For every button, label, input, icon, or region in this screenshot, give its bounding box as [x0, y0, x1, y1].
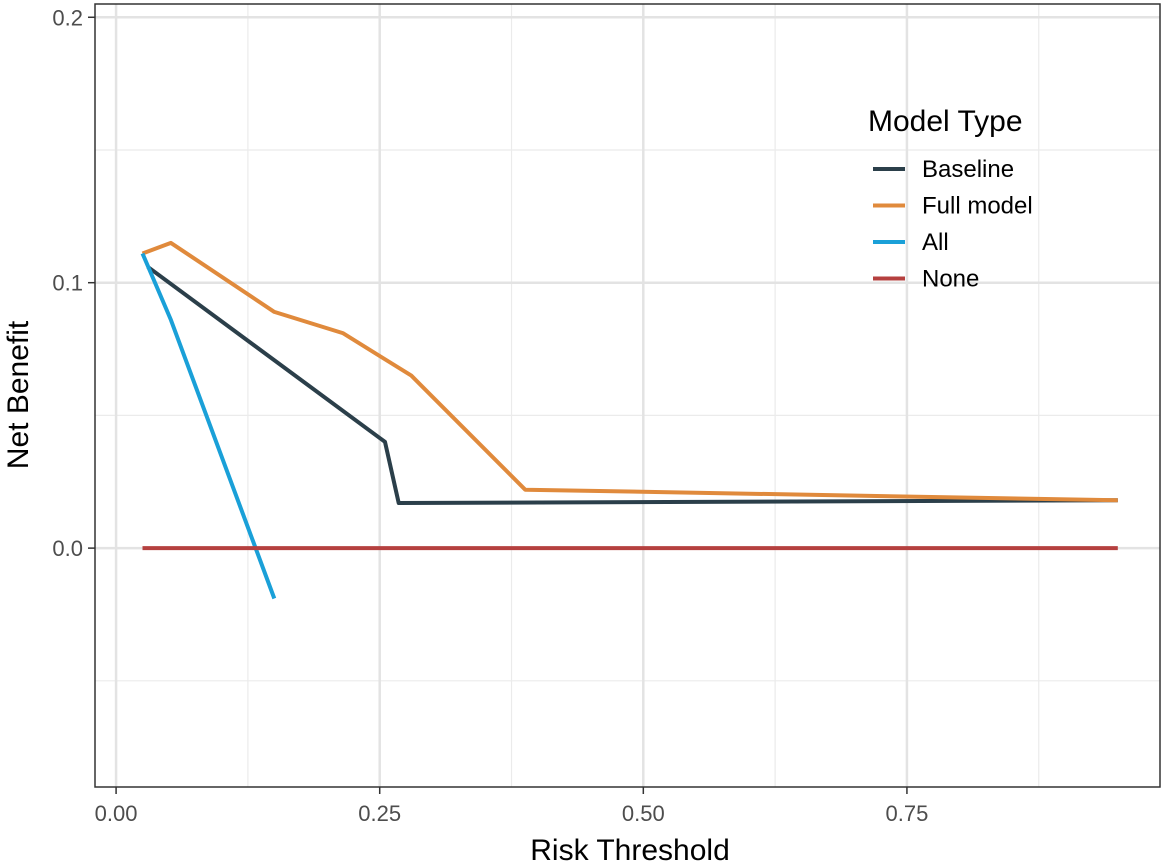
- legend: Model Type Baseline Full model All None: [868, 105, 1033, 293]
- legend-label-none: None: [922, 266, 979, 293]
- x-axis-ticks: 0.00 0.25 0.50 0.75: [95, 787, 929, 826]
- x-axis-title: Risk Threshold: [530, 834, 730, 864]
- x-tick-label: 0.75: [886, 801, 929, 826]
- minor-gridlines: [95, 4, 1160, 787]
- y-tick-label: 0.1: [52, 271, 83, 296]
- legend-title: Model Type: [868, 105, 1023, 138]
- legend-label-all: All: [922, 229, 949, 256]
- y-axis-title: Net Benefit: [2, 320, 35, 469]
- y-tick-label: 0.2: [52, 5, 83, 30]
- series-line-baseline: [146, 265, 1118, 505]
- legend-label-full-model: Full model: [922, 193, 1033, 220]
- y-tick-label: 0.0: [52, 536, 83, 561]
- x-tick-label: 0.25: [358, 801, 401, 826]
- plot-panel-border: [94, 3, 1161, 788]
- y-axis-ticks: 0.0 0.1 0.2: [52, 5, 95, 561]
- x-tick-label: 0.50: [622, 801, 665, 826]
- series-line-full-model: [141, 240, 1118, 503]
- series-line-all: [140, 252, 277, 600]
- x-tick-label: 0.00: [95, 801, 138, 826]
- plot-background: [95, 4, 1160, 787]
- legend-label-baseline: Baseline: [922, 156, 1014, 183]
- series-layer: [140, 240, 1118, 600]
